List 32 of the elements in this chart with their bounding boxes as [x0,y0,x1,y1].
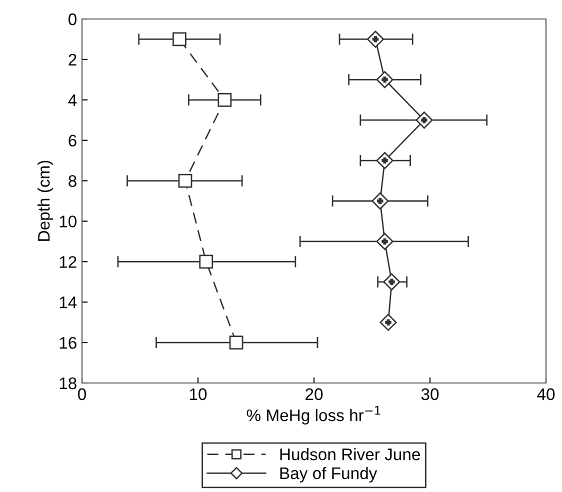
y-tick-label: 18 [60,377,76,390]
point [199,254,214,269]
point [376,232,394,250]
point [416,112,433,129]
y-tick-label: 6 [68,134,76,147]
point [172,32,186,46]
point [178,174,192,188]
y-tick-label: 8 [68,175,76,187]
y-tick-label: 0 [68,13,76,26]
x-tick-label: 10 [190,388,207,400]
point [229,336,244,350]
point [380,314,397,331]
x-tick-label: 0 [78,388,86,400]
x-tick-label: 40 [537,388,555,400]
y-tick-label: 12 [60,256,76,268]
legend-label: Bay of Fundy [280,466,378,482]
point [376,71,394,88]
y-axis-title: Depth (cm) [38,160,54,241]
y-tick-label: 10 [60,216,76,228]
point [366,30,384,48]
point [383,273,400,290]
y-tick-label: 14 [60,296,77,308]
y-tick-label: 16 [60,336,76,349]
point [372,192,389,210]
x-tick-label: 20 [306,388,323,400]
point [218,92,232,107]
point [376,152,394,170]
y-tick-label: 2 [68,54,76,66]
x-tick-label: 30 [421,388,439,400]
x-axis-title: % MeHg loss hr$^{−1}$ [246,406,380,425]
legend-label: Hudson River June [280,448,420,460]
y-tick-label: 4 [68,94,77,106]
